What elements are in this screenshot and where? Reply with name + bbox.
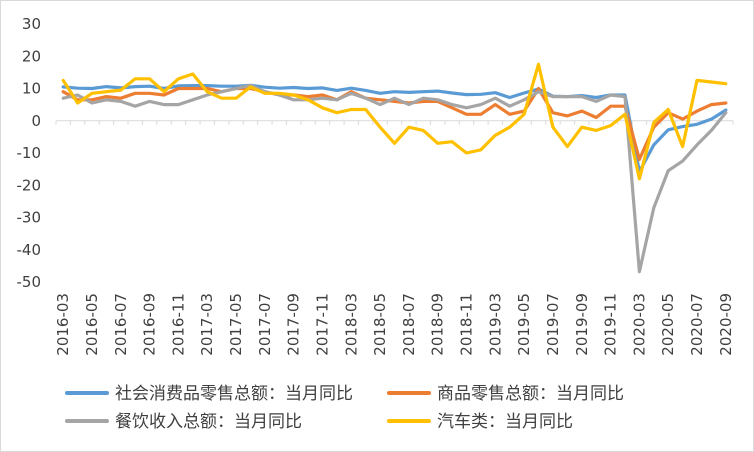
x-tick-label: 2019-11 <box>602 293 620 356</box>
legend-item: 商品零售总额：当月同比 <box>387 384 624 404</box>
x-tick-label: 2016-09 <box>141 293 159 356</box>
x-tick-label: 2018-09 <box>429 293 447 356</box>
y-tick-label: -30 <box>17 209 42 227</box>
x-tick-label: 2017-03 <box>198 293 216 356</box>
x-tick-label: 2020-09 <box>717 293 735 356</box>
y-axis: 30 20 10 0 -10 -20 -30 -40 -50 <box>17 15 42 291</box>
legend-item: 社会消费品零售总额：当月同比 <box>65 384 353 404</box>
series-line-3 <box>61 83 728 274</box>
x-tick-label: 2020-03 <box>630 293 648 356</box>
x-tick-label: 2018-05 <box>371 293 389 356</box>
x-tick-label: 2020-07 <box>688 293 706 356</box>
series-layer <box>61 62 728 274</box>
x-tick-label: 2016-07 <box>112 293 130 356</box>
x-tick-label: 2017-09 <box>285 293 303 356</box>
legend-item: 餐饮收入总额：当月同比 <box>65 412 302 432</box>
x-tick-label: 2020-05 <box>659 293 677 356</box>
legend-item: 汽车类：当月同比 <box>387 412 573 432</box>
x-tick-label: 2019-07 <box>544 293 562 356</box>
y-tick-label: 10 <box>22 80 41 98</box>
x-tick-label: 2018-03 <box>342 293 360 356</box>
series-line-2 <box>61 86 728 161</box>
y-tick-label: -10 <box>17 144 42 162</box>
legend-label: 商品零售总额：当月同比 <box>437 384 624 404</box>
x-tick-label: 2019-03 <box>486 293 504 356</box>
y-tick-label: -50 <box>17 273 42 291</box>
x-tick-label: 2019-05 <box>515 293 533 356</box>
legend-label: 汽车类：当月同比 <box>437 412 573 432</box>
legend-label: 社会消费品零售总额：当月同比 <box>115 384 353 404</box>
x-tick-label: 2018-07 <box>400 293 418 356</box>
x-tick-label: 2016-05 <box>83 293 101 356</box>
legend-label: 餐饮收入总额：当月同比 <box>115 412 302 432</box>
x-tick-label: 2016-11 <box>169 293 187 356</box>
y-tick-label: 30 <box>22 15 41 33</box>
x-axis: 2016-03 2016-05 2016-07 2016-09 2016-11 2017-… <box>54 120 735 356</box>
x-tick-label: 2019-09 <box>573 293 591 356</box>
series-line-4 <box>61 62 728 181</box>
x-tick-label: 2017-05 <box>227 293 245 356</box>
x-tick-label: 2016-03 <box>54 293 72 356</box>
x-tick-label: 2017-07 <box>256 293 274 356</box>
y-tick-label: -40 <box>17 241 42 259</box>
y-tick-label: 0 <box>31 112 41 130</box>
y-tick-label: 20 <box>22 47 41 65</box>
x-tick-label: 2017-11 <box>313 293 331 356</box>
x-tick-label: 2018-11 <box>458 293 476 356</box>
y-tick-label: -20 <box>17 176 42 194</box>
